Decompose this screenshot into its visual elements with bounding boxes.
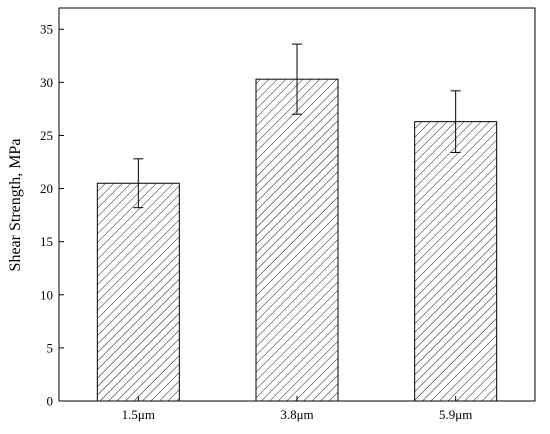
x-tick-label: 5.9μm [439,407,472,422]
error-bar [133,158,144,209]
bars-group [96,78,498,402]
x-axis-ticks: 1.5μm 3.8μm 5.9μm [122,396,472,422]
y-axis-label: Shear Strength, MPa [7,139,24,272]
y-tick-label: 20 [40,181,53,196]
x-tick-label: 3.8μm [280,407,313,422]
y-tick-label: 35 [40,22,53,37]
bar [96,182,180,402]
x-tick-label: 1.5μm [122,407,155,422]
y-tick-label: 25 [40,128,53,143]
bar [255,78,339,402]
y-tick-label: 0 [47,394,54,409]
y-axis-ticks: 0 5 10 15 20 25 30 35 [40,22,64,409]
error-bar [450,90,461,153]
error-bar [292,43,302,115]
error-bars-group [133,43,461,209]
y-tick-label: 15 [40,234,53,249]
y-tick-label: 30 [40,75,53,90]
y-tick-label: 5 [47,340,54,355]
y-tick-label: 10 [40,287,53,302]
bar [414,121,498,402]
